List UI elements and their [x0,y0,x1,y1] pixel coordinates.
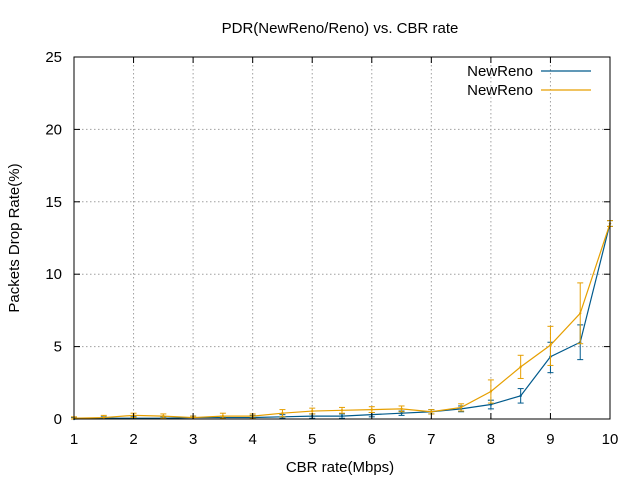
data-point [489,390,493,393]
data-point [400,412,403,415]
data-point [400,407,403,411]
legend-label: NewReno [467,82,533,99]
data-point [459,406,463,409]
data-point [579,312,582,315]
x-tick-label: 9 [546,431,554,448]
data-point [102,416,105,419]
y-tick-label: 0 [54,411,62,428]
data-point [519,394,522,398]
data-point [340,414,344,418]
y-tick-label: 15 [45,194,62,211]
x-tick-label: 10 [602,431,619,448]
y-axis-label: Packets Drop Rate(%) [6,163,23,312]
x-tick-label: 2 [129,431,137,448]
data-point [549,343,552,347]
data-point [340,409,344,412]
data-point [519,365,522,369]
y-tick-label: 20 [45,121,62,138]
x-tick-label: 6 [368,431,376,448]
chart-title: PDR(NewReno/Reno) vs. CBR rate [222,20,459,37]
legend: NewReno NewReno [467,63,591,99]
data-point [489,403,493,406]
y-tick-label: 25 [45,49,62,66]
data-point [221,414,225,418]
legend-label: NewReno [467,63,533,80]
data-point [311,409,314,413]
x-tick-label: 3 [189,431,197,448]
plot-frame [73,56,611,420]
x-tick-label: 4 [248,431,256,448]
x-tick-label: 5 [308,431,316,448]
data-point [162,414,165,418]
x-axis-label: CBR rate(Mbps) [286,459,394,476]
ticks: 1 2 3 4 5 6 7 8 9 10 0 5 10 15 20 25 [45,49,618,448]
y-tick-label: 10 [45,266,62,283]
data-point [430,410,433,413]
grid [74,57,610,419]
data-point [370,408,373,411]
x-tick-label: 7 [427,431,435,448]
data-point [281,412,284,415]
y-tick-label: 5 [54,339,62,356]
x-tick-label: 1 [70,431,78,448]
x-tick-label: 8 [487,431,495,448]
